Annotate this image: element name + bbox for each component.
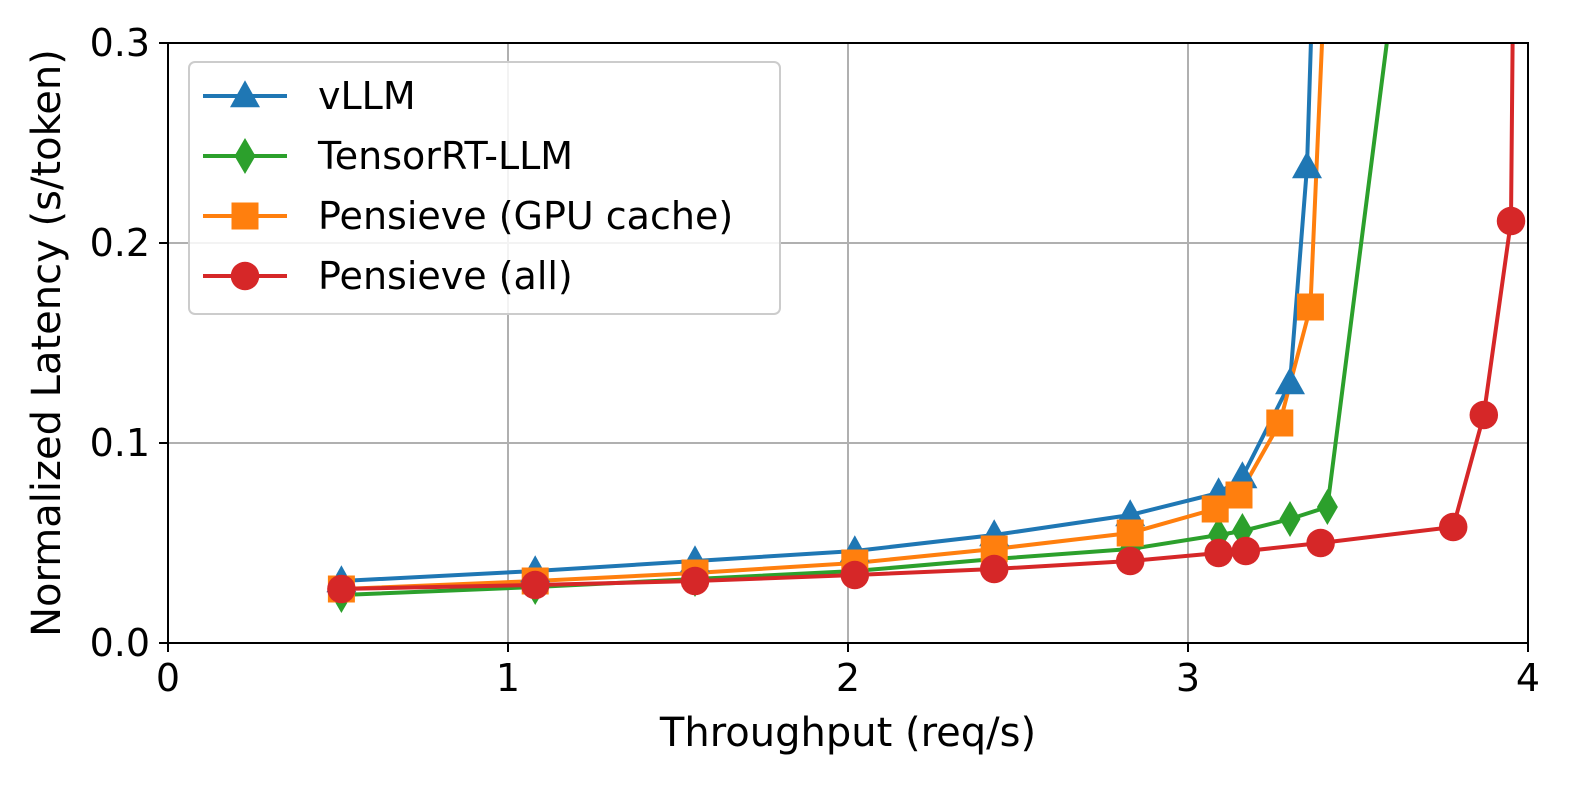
legend-box (188, 61, 781, 315)
data-point-tensorrt-llm (1316, 489, 1338, 525)
data-point-vllm (1292, 151, 1322, 179)
data-point-pensieve-all (1496, 206, 1526, 236)
x-tick-label: 2 (836, 656, 860, 700)
ticks: 0 1 2 3 4 0.0 0.1 0.2 0.3 (90, 21, 1541, 700)
series-markers (326, 151, 1526, 613)
data-point-pensieve-gpu-cache (1296, 293, 1324, 321)
x-tick-label: 4 (1516, 656, 1540, 700)
data-point-pensieve-gpu-cache (1266, 409, 1294, 437)
legend-marker-pensieve-all (230, 261, 260, 291)
data-point-pensieve-all (327, 574, 356, 604)
x-tick-label: 1 (496, 656, 520, 700)
data-point-pensieve-gpu-cache (1201, 495, 1229, 523)
legend-marker-pensieve-gpu-cache (231, 202, 259, 230)
data-point-pensieve-all (680, 566, 710, 596)
legend-label-vllm: vLLM (318, 74, 416, 118)
y-tick-label: 0.3 (90, 21, 150, 65)
data-point-pensieve-all (1231, 536, 1261, 566)
y-tick-label: 0.1 (90, 421, 150, 465)
data-point-pensieve-all (1306, 528, 1335, 558)
legend: vLLM TensorRT-LLM Pensieve (GPU cache) Pens… (188, 61, 781, 315)
data-point-pensieve-all (1438, 512, 1468, 542)
data-point-vllm (1275, 367, 1305, 395)
legend-label-tensorrt-llm: TensorRT-LLM (317, 134, 573, 178)
y-tick-label: 0.0 (90, 621, 150, 665)
data-point-tensorrt-llm (1279, 501, 1301, 537)
legend-label-pensieve-all: Pensieve (all) (318, 254, 573, 298)
data-point-pensieve-all (1469, 400, 1499, 430)
x-tick-label: 0 (156, 656, 180, 700)
x-axis-label: Throughput (req/s) (659, 710, 1036, 756)
y-axis-label: Normalized Latency (s/token) (24, 49, 70, 637)
data-point-pensieve-all (1115, 546, 1145, 576)
legend-marker-tensorrt-llm (234, 138, 256, 174)
data-point-pensieve-all (840, 560, 870, 590)
legend-label-pensieve-gpu-cache: Pensieve (GPU cache) (318, 194, 733, 238)
data-point-pensieve-gpu-cache (1116, 519, 1144, 547)
x-tick-label: 3 (1176, 656, 1200, 700)
data-point-pensieve-all (520, 570, 550, 600)
data-point-pensieve-all (979, 554, 1009, 584)
data-point-pensieve-gpu-cache (1225, 481, 1253, 509)
legend-marker-vllm (230, 80, 260, 108)
data-point-pensieve-all (1204, 538, 1233, 568)
y-tick-label: 0.2 (90, 221, 150, 265)
